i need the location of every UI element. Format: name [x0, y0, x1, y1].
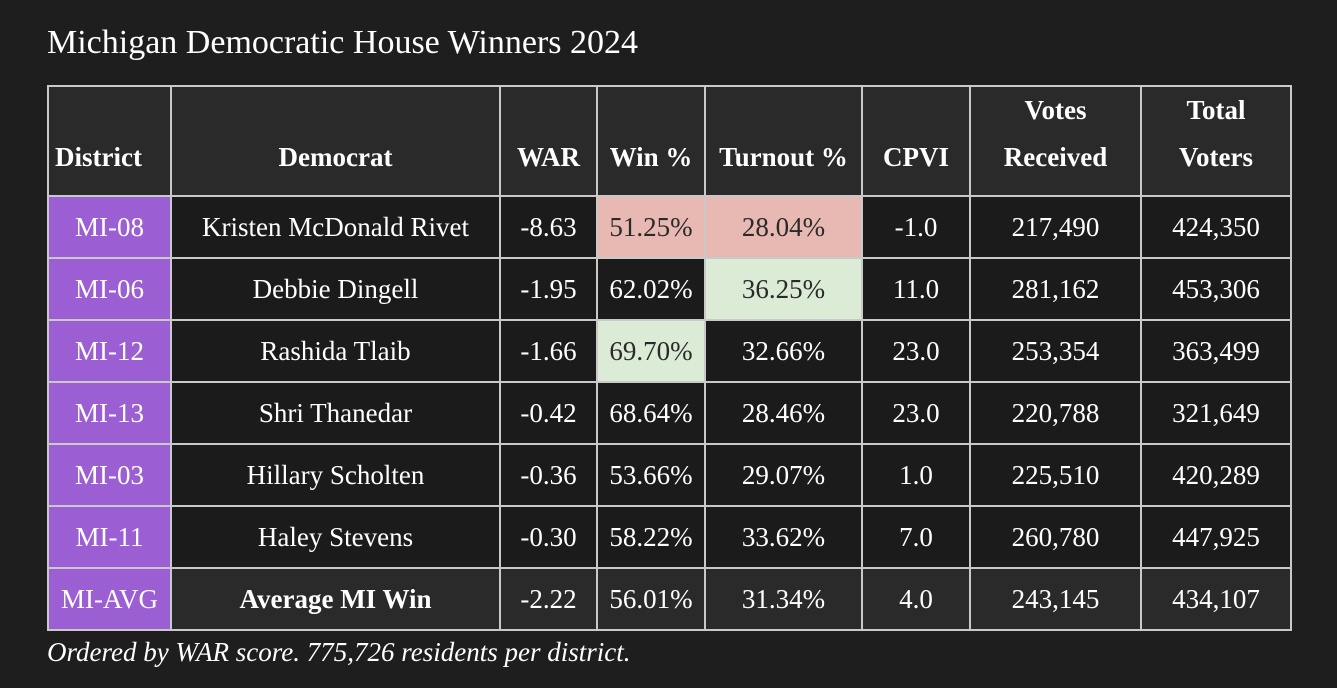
total-voters-cell: 363,499	[1140, 319, 1292, 383]
table-row: MI-08 Kristen McDonald Rivet -8.63 51.25% 28…	[47, 195, 1292, 259]
war-cell: -8.63	[499, 195, 598, 259]
total-voters-cell: 321,649	[1140, 381, 1292, 445]
table-row: MI-12 Rashida Tlaib -1.66 69.70% 32.66% 23.0 2…	[47, 319, 1292, 383]
win-pct-cell: 56.01%	[596, 567, 706, 631]
total-voters-cell: 453,306	[1140, 257, 1292, 321]
cpvi-cell: 4.0	[861, 567, 971, 631]
average-row: MI-AVG Average MI Win -2.22 56.01% 31.34% 4.0…	[47, 567, 1292, 631]
votes-received-cell: 220,788	[969, 381, 1142, 445]
cpvi-cell: 23.0	[861, 381, 971, 445]
democrat-cell: Debbie Dingell	[170, 257, 501, 321]
footnote: Ordered by WAR score. 775,726 residents …	[47, 637, 631, 667]
win-pct-cell: 51.25%	[596, 195, 706, 259]
win-pct-cell: 68.64%	[596, 381, 706, 445]
votes-received-cell: 281,162	[969, 257, 1142, 321]
table-row: MI-11 Haley Stevens -0.30 58.22% 33.62% 7.0 26…	[47, 505, 1292, 569]
column-header-district: District	[47, 85, 172, 197]
war-cell: -1.66	[499, 319, 598, 383]
cpvi-cell: 11.0	[861, 257, 971, 321]
win-pct-cell: 53.66%	[596, 443, 706, 507]
war-cell: -0.42	[499, 381, 598, 445]
turnout-pct-cell: 36.25%	[704, 257, 863, 321]
table-row: MI-03 Hillary Scholten -0.36 53.66% 29.07% 1.…	[47, 443, 1292, 507]
total-voters-cell: 420,289	[1140, 443, 1292, 507]
table-body: MI-08 Kristen McDonald Rivet -8.63 51.25% 28…	[47, 195, 1292, 631]
cpvi-cell: 7.0	[861, 505, 971, 569]
column-header-votes-received: Votes Received	[969, 85, 1142, 197]
page-title: Michigan Democratic House Winners 2024	[47, 24, 638, 61]
votes-received-cell: 260,780	[969, 505, 1142, 569]
column-header-war: WAR	[499, 85, 598, 197]
turnout-pct-cell: 28.04%	[704, 195, 863, 259]
votes-received-cell: 253,354	[969, 319, 1142, 383]
cpvi-cell: -1.0	[861, 195, 971, 259]
democrat-cell: Haley Stevens	[170, 505, 501, 569]
district-cell: MI-06	[47, 257, 172, 321]
turnout-pct-cell: 32.66%	[704, 319, 863, 383]
votes-received-cell: 217,490	[969, 195, 1142, 259]
header-row: District Democrat WAR Win % Turnout % CP…	[47, 85, 1292, 197]
district-cell: MI-08	[47, 195, 172, 259]
win-pct-cell: 58.22%	[596, 505, 706, 569]
total-voters-cell: 434,107	[1140, 567, 1292, 631]
votes-received-cell: 243,145	[969, 567, 1142, 631]
cpvi-cell: 1.0	[861, 443, 971, 507]
turnout-pct-cell: 29.07%	[704, 443, 863, 507]
war-cell: -0.30	[499, 505, 598, 569]
district-cell: MI-12	[47, 319, 172, 383]
column-header-win: Win %	[596, 85, 706, 197]
column-header-democrat: Democrat	[170, 85, 501, 197]
war-cell: -1.95	[499, 257, 598, 321]
total-voters-cell: 447,925	[1140, 505, 1292, 569]
democrat-cell: Average MI Win	[170, 567, 501, 631]
turnout-pct-cell: 33.62%	[704, 505, 863, 569]
district-cell: MI-03	[47, 443, 172, 507]
votes-received-cell: 225,510	[969, 443, 1142, 507]
war-cell: -0.36	[499, 443, 598, 507]
table-row: MI-06 Debbie Dingell -1.95 62.02% 36.25% 11.0…	[47, 257, 1292, 321]
district-cell: MI-AVG	[47, 567, 172, 631]
win-pct-cell: 62.02%	[596, 257, 706, 321]
democrat-cell: Kristen McDonald Rivet	[170, 195, 501, 259]
turnout-pct-cell: 31.34%	[704, 567, 863, 631]
district-cell: MI-13	[47, 381, 172, 445]
results-table: District Democrat WAR Win % Turnout % CP…	[47, 85, 1292, 631]
win-pct-cell: 69.70%	[596, 319, 706, 383]
cpvi-cell: 23.0	[861, 319, 971, 383]
table-row: MI-13 Shri Thanedar -0.42 68.64% 28.46% 23.0 2…	[47, 381, 1292, 445]
democrat-cell: Shri Thanedar	[170, 381, 501, 445]
democrat-cell: Rashida Tlaib	[170, 319, 501, 383]
total-voters-cell: 424,350	[1140, 195, 1292, 259]
war-cell: -2.22	[499, 567, 598, 631]
column-header-cpvi: CPVI	[861, 85, 971, 197]
democrat-cell: Hillary Scholten	[170, 443, 501, 507]
column-header-total-voters: Total Voters	[1140, 85, 1292, 197]
turnout-pct-cell: 28.46%	[704, 381, 863, 445]
district-cell: MI-11	[47, 505, 172, 569]
column-header-turnout: Turnout %	[704, 85, 863, 197]
